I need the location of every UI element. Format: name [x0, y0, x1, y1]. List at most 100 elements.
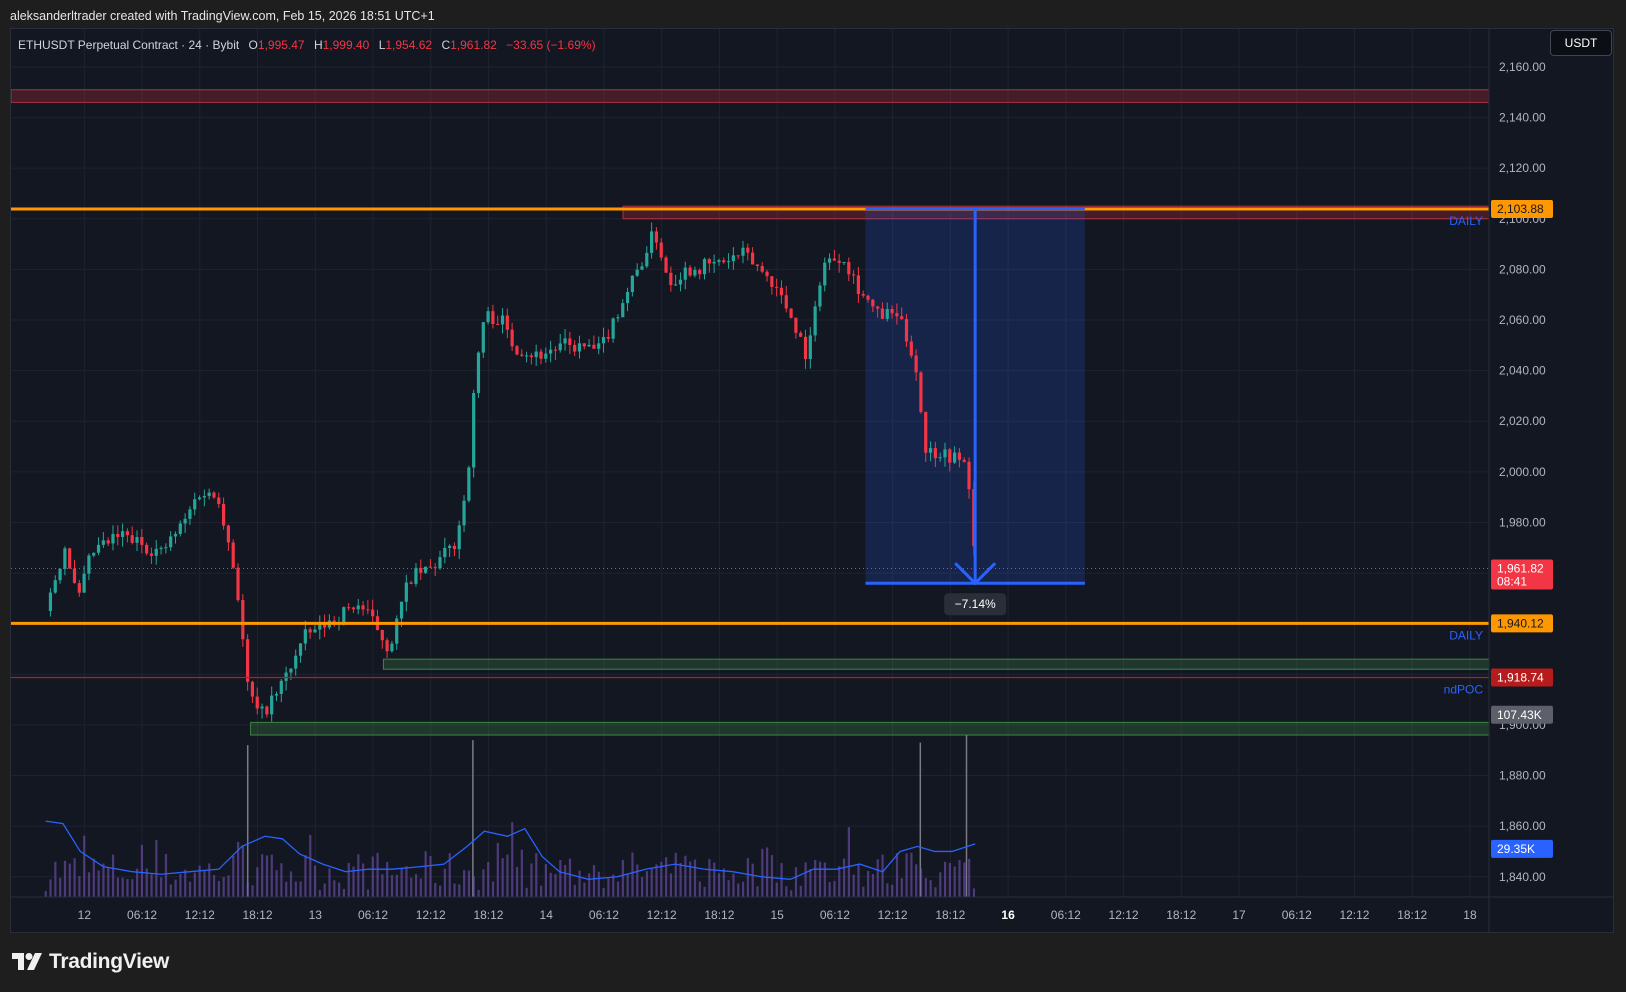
volume-bar [616, 881, 620, 897]
candle-body [92, 552, 96, 556]
volume-bar [818, 861, 822, 897]
candle-body [779, 287, 784, 296]
candle-body [111, 534, 115, 544]
volume-bar [400, 868, 403, 897]
volume-bar [376, 852, 379, 897]
volume-bar [746, 858, 749, 897]
daily-resistance-tag: 2,103.88 [1497, 202, 1544, 216]
volume-bar [140, 844, 144, 897]
candle-body [837, 260, 841, 263]
candle-body [385, 640, 389, 652]
candle-body [630, 275, 634, 292]
volume-bar [164, 854, 168, 897]
candle-body [553, 349, 558, 351]
volume-bar [684, 855, 687, 897]
candle-body [904, 319, 909, 342]
volume-bar [814, 859, 817, 897]
volume-bar [54, 861, 57, 897]
volume-bar [463, 870, 466, 897]
candle-body [746, 247, 750, 253]
candle-body [534, 351, 538, 358]
x-tick-label: 12:12 [185, 908, 215, 922]
x-tick-label: 06:12 [589, 908, 619, 922]
volume-bar [126, 879, 129, 897]
price-chart[interactable]: DAILY DAILY ndPOC −7.14% 2,160.00 2,140.00 2,1… [11, 29, 1614, 933]
candle-body [625, 291, 630, 304]
volume-bar [467, 870, 471, 897]
volume-bar [703, 886, 706, 897]
y-tick-label: 2,080.00 [1499, 262, 1546, 276]
candle-body [933, 448, 937, 459]
candle-body [948, 449, 952, 463]
high-value: 1,999.40 [322, 38, 370, 52]
volume-bar [121, 877, 124, 897]
volume-bar [237, 841, 240, 897]
volume-bar [549, 872, 552, 897]
candle-body [500, 315, 505, 325]
candle-body [53, 580, 57, 593]
volume-bar [179, 874, 182, 897]
x-tick-label: 06:12 [127, 908, 157, 922]
y-tick-label: 2,040.00 [1499, 364, 1546, 378]
last-price-tag-bg [1491, 559, 1553, 590]
volume-bar [357, 854, 360, 897]
volume-bar [280, 863, 283, 897]
volume-bar [968, 858, 971, 897]
y-tick-label: 2,120.00 [1499, 161, 1546, 175]
candle-body [236, 567, 240, 601]
measure-arrow-head [954, 562, 997, 586]
x-tick-label: 12:12 [1109, 908, 1139, 922]
candle-body [674, 284, 678, 286]
close-value: 1,961.82 [450, 38, 497, 52]
candle-body [270, 695, 274, 715]
volume-bar [900, 878, 903, 897]
candle-body [212, 492, 216, 498]
volume-bar [751, 863, 754, 897]
candle-body [558, 343, 562, 351]
candle-body [717, 260, 721, 262]
volume-bar [559, 860, 562, 897]
symbol-label[interactable]: ETHUSDT Perpetual Contract · 24 · Bybit [18, 38, 240, 52]
currency-button[interactable]: USDT [1550, 30, 1612, 56]
volume-bar [554, 874, 557, 897]
volume-bar [472, 876, 475, 897]
volume-bar [602, 887, 605, 897]
low-value: 1,954.62 [385, 38, 433, 52]
candle-body [505, 315, 509, 330]
volume-bar [525, 887, 528, 897]
volume-bar [251, 885, 254, 897]
close-label: C [441, 38, 451, 52]
candle-body [452, 545, 457, 550]
candle-body [414, 567, 418, 584]
volume-bar [573, 884, 576, 897]
candle-body [404, 582, 408, 602]
volume-bar [660, 861, 663, 897]
candle-body [96, 544, 101, 553]
volume-bar [592, 865, 596, 897]
volume-bar [386, 861, 389, 897]
volume-bar [304, 855, 307, 897]
volume-ma-line [45, 820, 976, 880]
candle-body [188, 509, 192, 519]
y-tick-label: 1,840.00 [1499, 870, 1546, 884]
candle-body [476, 352, 481, 394]
candle-body [217, 497, 221, 504]
chart-panel[interactable]: DAILY DAILY ndPOC −7.14% 2,160.00 2,140.00 2,1… [10, 28, 1614, 933]
candle-body [784, 295, 788, 309]
volume-bar [804, 862, 807, 897]
volume-bar [44, 890, 47, 897]
volume-bar [222, 876, 225, 897]
volume-bar [184, 869, 187, 897]
volume-bar [770, 855, 774, 897]
volume-bar [737, 883, 740, 897]
volume-bar [655, 864, 658, 897]
candle-body [197, 497, 202, 500]
volume-ma-tag: 29.35K [1497, 842, 1535, 856]
y-tick-label: 2,060.00 [1499, 313, 1546, 327]
ndpoc-tag: ndPOC [1444, 682, 1484, 696]
tradingview-logo[interactable]: TradingView [12, 950, 169, 974]
volume-bar [107, 867, 110, 897]
low-label: L [378, 38, 386, 52]
x-tick-label: 18:12 [473, 908, 503, 922]
candle-body [669, 272, 673, 286]
